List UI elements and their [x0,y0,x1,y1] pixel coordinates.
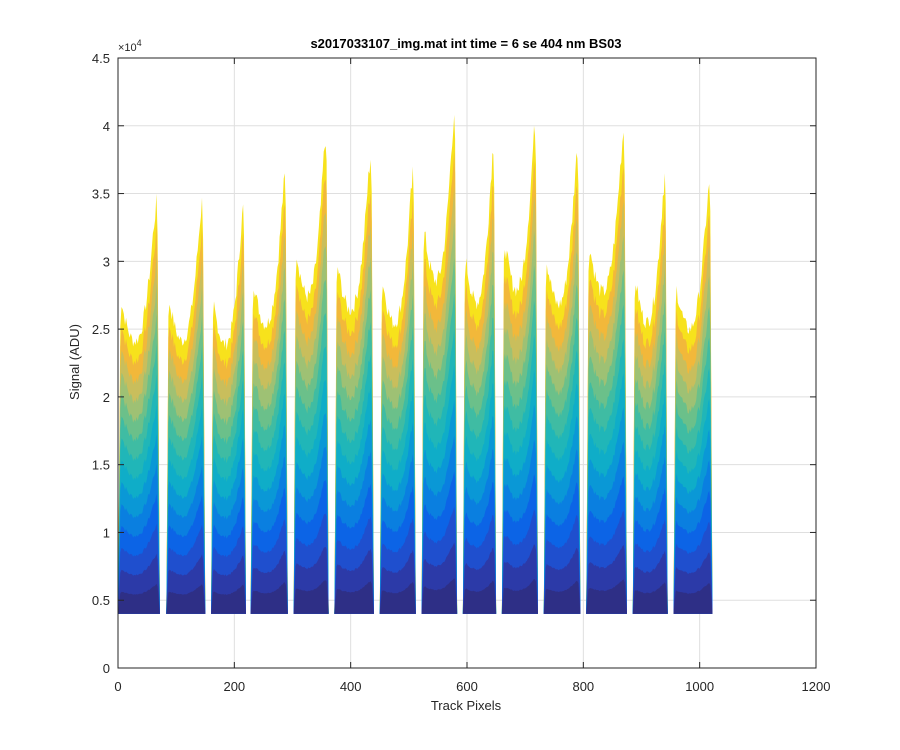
y-tick-label: 2 [103,390,110,405]
track-10 [501,125,538,614]
x-tick-label: 400 [340,679,362,694]
y-tick-label: 3 [103,254,110,269]
track-11-band-1 [543,580,581,614]
y-tick-label: 0.5 [92,593,110,608]
x-tick-label: 0 [114,679,121,694]
x-axis: 0 200 400 600 800 1000 1200 [114,58,830,694]
track-13-band-1 [632,582,668,614]
x-tick-label: 1200 [802,679,831,694]
track-4-band-1 [250,582,288,614]
track-7 [379,166,416,614]
chart-title: s2017033107_img.mat int time = 6 se 404 … [310,36,621,51]
y-tick-label: 0 [103,661,110,676]
x-tick-label: 200 [223,679,245,694]
track-9 [462,152,497,614]
y-axis: 0 0.5 1 1.5 2 2.5 3 3.5 4 4.5 [92,51,816,676]
x-tick-label: 800 [572,679,594,694]
x-tick-label: 1000 [685,679,714,694]
y-tick-label: 1 [103,525,110,540]
track-5-band-1 [293,580,329,614]
track-6-band-1 [334,581,374,614]
track-3-band-1 [211,584,246,614]
y-axis-exponent-base: ×10 [118,42,137,54]
track-2 [166,197,206,614]
track-7-band-1 [379,581,416,614]
y-axis-label: Signal (ADU) [67,324,82,400]
track-8-band-1 [421,578,458,614]
track-3 [211,204,246,614]
track-1-band-1 [118,583,160,614]
y-tick-label: 3.5 [92,187,110,202]
x-axis-label: Track Pixels [431,698,502,713]
y-axis-exponent: ×104 [118,38,142,54]
track-9-band-1 [462,580,497,614]
track-14-band-1 [673,583,713,614]
track-2-band-1 [166,584,206,614]
y-axis-exponent-power: 4 [137,38,142,48]
y-tick-label: 4.5 [92,51,110,66]
track-12-band-1 [586,579,627,614]
y-tick-label: 1.5 [92,458,110,473]
y-tick-label: 4 [103,119,110,134]
y-tick-label: 2.5 [92,322,110,337]
track-4 [250,173,288,614]
track-1 [118,193,160,614]
track-12 [586,132,627,614]
track-14 [673,184,713,614]
track-13 [632,173,668,614]
track-6 [334,159,374,614]
area-series [118,114,713,614]
track-10-band-1 [501,578,538,614]
track-5 [293,146,329,614]
track-11 [543,152,581,614]
track-8 [421,114,458,614]
x-tick-label: 600 [456,679,478,694]
